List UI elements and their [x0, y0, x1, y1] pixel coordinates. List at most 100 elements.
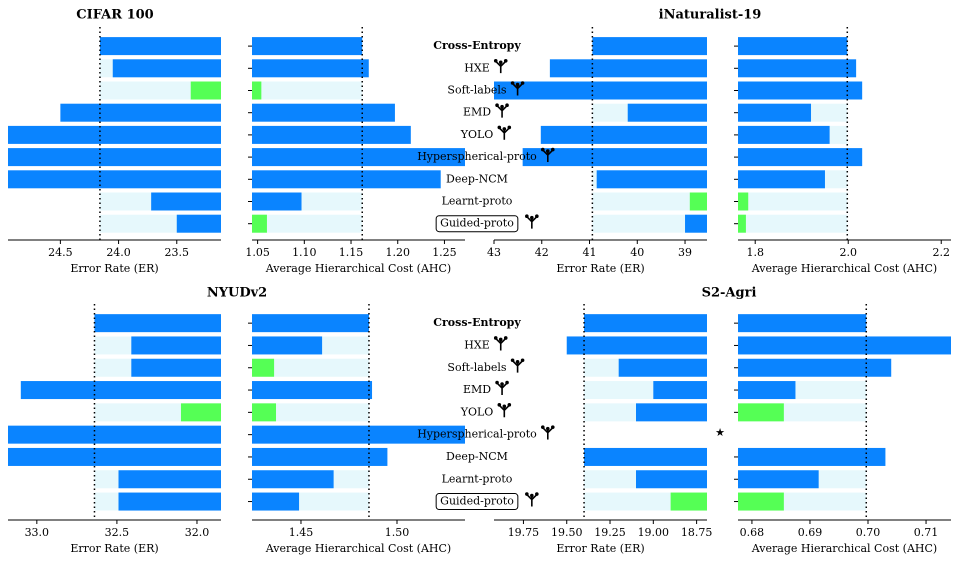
bar	[8, 170, 221, 189]
bar	[118, 492, 221, 511]
better-region	[252, 358, 369, 377]
bar	[112, 59, 221, 78]
bar	[738, 148, 863, 167]
panel	[252, 37, 465, 233]
x-tick-label: 0.71	[914, 526, 939, 539]
x-axis-label: Error Rate (ER)	[556, 542, 644, 555]
bar	[738, 37, 848, 56]
panel	[252, 314, 465, 511]
bar	[176, 214, 221, 233]
bar	[8, 148, 221, 167]
bar	[252, 59, 369, 78]
x-tick-label: 1.8	[746, 246, 764, 259]
bar	[549, 59, 707, 78]
bar	[20, 381, 221, 400]
x-tick-label: 43	[487, 246, 501, 259]
bar	[494, 81, 707, 100]
bar	[252, 470, 334, 489]
method-label: Hyperspherical-proto	[417, 150, 537, 163]
x-tick-label: 19.50	[551, 526, 583, 539]
method-label: EMD	[463, 106, 491, 119]
chart-title: S2-Agri	[702, 286, 757, 301]
x-tick-label: 23.5	[165, 246, 190, 259]
bar	[252, 125, 411, 144]
panel	[566, 314, 707, 511]
bar	[252, 214, 267, 233]
x-tick-label: 19.25	[594, 526, 626, 539]
chart-title: CIFAR 100	[76, 8, 153, 23]
x-tick-label: 1.10	[292, 246, 317, 259]
x-tick-label: 24.5	[48, 246, 73, 259]
bar	[627, 103, 707, 122]
x-tick-label: 1.50	[385, 526, 410, 539]
method-label: HXE	[464, 61, 489, 74]
method-label: Guided-proto	[440, 217, 514, 230]
bar	[252, 492, 300, 511]
bar	[738, 192, 749, 211]
method-label: EMD	[463, 383, 491, 396]
tree-icon	[493, 58, 509, 74]
bar	[252, 336, 323, 355]
bar	[8, 125, 221, 144]
x-axis-label: Average Hierarchical Cost (AHC)	[265, 542, 451, 555]
bar	[8, 447, 221, 466]
x-tick-label: 32.5	[105, 526, 130, 539]
bar	[190, 81, 221, 100]
bar	[584, 314, 707, 333]
x-tick-label: 42	[535, 246, 549, 259]
method-label: YOLO	[460, 128, 494, 141]
tree-icon	[496, 124, 512, 140]
x-tick-label: 2.2	[932, 246, 950, 259]
bar	[252, 81, 262, 100]
better-region	[592, 214, 707, 233]
method-label: Learnt-proto	[442, 472, 513, 485]
bar	[670, 492, 707, 511]
tree-icon	[509, 357, 526, 373]
bar	[566, 336, 707, 355]
x-axis-label: Average Hierarchical Cost (AHC)	[751, 262, 937, 275]
bar	[618, 358, 707, 377]
x-axis-label: Average Hierarchical Cost (AHC)	[265, 262, 451, 275]
bar	[738, 170, 825, 189]
x-tick-label: 18.75	[681, 526, 713, 539]
method-label: Deep-NCM	[446, 172, 508, 185]
better-region	[738, 192, 848, 211]
panel	[8, 314, 221, 511]
method-label: Deep-NCM	[446, 450, 508, 463]
tree-icon	[540, 424, 556, 440]
bar	[252, 103, 395, 122]
bar	[738, 381, 796, 400]
bar	[252, 425, 465, 444]
bar	[636, 403, 707, 422]
tree-icon	[493, 335, 509, 351]
tree-icon	[524, 491, 540, 507]
tree-icon	[496, 402, 512, 418]
bar	[252, 381, 373, 400]
bar	[738, 447, 886, 466]
bar	[685, 214, 707, 233]
method-label: Soft-labels	[447, 361, 507, 374]
bar	[131, 336, 221, 355]
x-tick-label: 1.15	[339, 246, 364, 259]
bar	[252, 314, 369, 333]
bar	[252, 37, 363, 56]
bar	[8, 425, 221, 444]
bar	[584, 447, 707, 466]
bar	[596, 170, 707, 189]
missing-marker: ★	[715, 426, 725, 439]
bar	[738, 125, 830, 144]
bar	[252, 447, 388, 466]
method-label: Hyperspherical-proto	[417, 428, 537, 441]
chart-title: iNaturalist-19	[659, 8, 762, 23]
method-label: Cross-Entropy	[433, 316, 521, 329]
label-box	[435, 493, 519, 511]
x-axis-label: Error Rate (ER)	[556, 262, 644, 275]
better-region	[592, 192, 707, 211]
label-box	[435, 215, 519, 233]
x-tick-label: 1.25	[432, 246, 457, 259]
tree-icon	[524, 213, 540, 229]
bar	[94, 314, 221, 333]
panel	[494, 37, 707, 233]
bar	[180, 403, 221, 422]
